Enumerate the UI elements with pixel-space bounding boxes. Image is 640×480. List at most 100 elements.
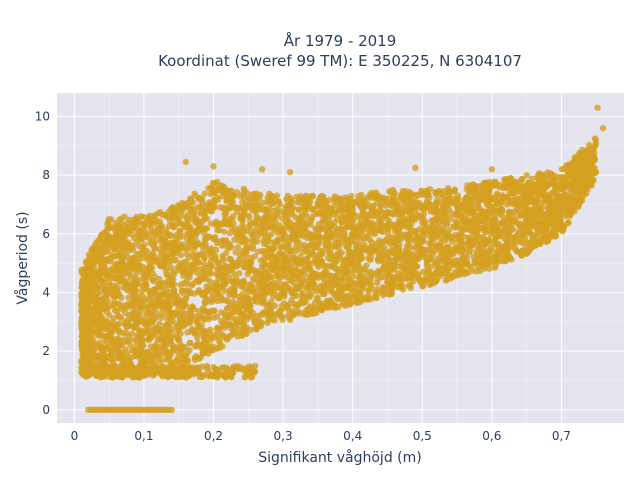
data-point [442, 248, 449, 255]
data-point [228, 314, 236, 322]
data-point [136, 304, 143, 312]
data-point [435, 268, 442, 276]
data-point [212, 189, 219, 196]
data-point [518, 249, 525, 256]
data-point [164, 271, 171, 278]
data-point [148, 258, 156, 265]
data-point [320, 290, 327, 298]
data-point [423, 262, 430, 270]
data-point [143, 318, 151, 325]
data-point [168, 221, 176, 229]
data-point [243, 306, 251, 313]
data-point [149, 240, 156, 247]
data-point [327, 251, 335, 258]
data-point [190, 280, 197, 287]
data-point [229, 308, 237, 316]
data-point [224, 334, 232, 342]
data-point [226, 229, 233, 237]
data-point [215, 272, 222, 279]
data-point [374, 275, 381, 283]
data-point [124, 239, 132, 246]
data-point [174, 215, 181, 222]
data-point [420, 230, 427, 237]
data-point [403, 231, 411, 239]
data-point [160, 311, 168, 318]
data-point [433, 255, 441, 262]
data-point [460, 271, 468, 278]
data-point [251, 238, 258, 245]
data-point [338, 218, 345, 226]
data-point [361, 274, 369, 281]
data-point [491, 264, 498, 271]
data-point [81, 266, 89, 273]
data-point [234, 232, 241, 239]
data-point [279, 235, 287, 242]
data-point [367, 256, 374, 264]
data-point [126, 336, 133, 344]
data-point [234, 244, 242, 251]
data-point [253, 226, 260, 233]
data-point [262, 206, 269, 213]
data-point [211, 196, 218, 204]
data-point [291, 231, 299, 238]
data-point [285, 257, 293, 265]
data-point [93, 284, 100, 291]
data-point [535, 224, 543, 231]
data-point [105, 279, 113, 286]
data-point [218, 242, 226, 249]
data-point [426, 268, 433, 275]
data-point [431, 279, 438, 286]
data-point [211, 294, 218, 302]
data-point [433, 214, 441, 222]
data-point [115, 292, 122, 299]
data-point [541, 212, 549, 219]
data-point [465, 240, 472, 247]
data-point [112, 265, 119, 273]
data-point [494, 249, 501, 256]
data-point [148, 252, 155, 259]
data-point [462, 218, 470, 225]
data-point [534, 203, 541, 210]
data-point [216, 221, 223, 228]
data-point [96, 332, 103, 339]
data-point [284, 202, 292, 210]
data-point [273, 267, 280, 274]
data-point [88, 334, 95, 341]
data-point [381, 213, 388, 220]
data-point [257, 311, 264, 319]
data-point [222, 314, 229, 321]
data-point [507, 217, 514, 224]
data-point [448, 234, 455, 241]
data-point [105, 216, 113, 223]
data-point [186, 319, 194, 327]
data-point [247, 264, 255, 272]
data-point [559, 226, 567, 233]
data-point [556, 217, 563, 224]
data-point [136, 220, 143, 227]
data-point [388, 234, 395, 241]
data-point [124, 230, 131, 237]
data-point [276, 222, 283, 229]
data-point [348, 192, 355, 200]
data-point [526, 181, 533, 188]
data-point [337, 213, 345, 221]
data-point [279, 215, 286, 222]
data-point [251, 253, 259, 260]
data-point [365, 291, 372, 299]
data-point [261, 269, 268, 276]
data-point [350, 233, 357, 240]
data-point [334, 294, 342, 302]
data-point [156, 275, 163, 283]
data-point [500, 243, 508, 250]
data-point [165, 231, 172, 239]
data-point [113, 282, 121, 289]
data-point [400, 195, 407, 202]
data-point [406, 201, 414, 208]
data-point [334, 239, 342, 247]
data-point [425, 257, 432, 264]
data-point [243, 243, 251, 251]
data-point [79, 320, 86, 327]
data-point [486, 197, 493, 204]
data-point [426, 194, 433, 201]
data-point [115, 327, 122, 335]
